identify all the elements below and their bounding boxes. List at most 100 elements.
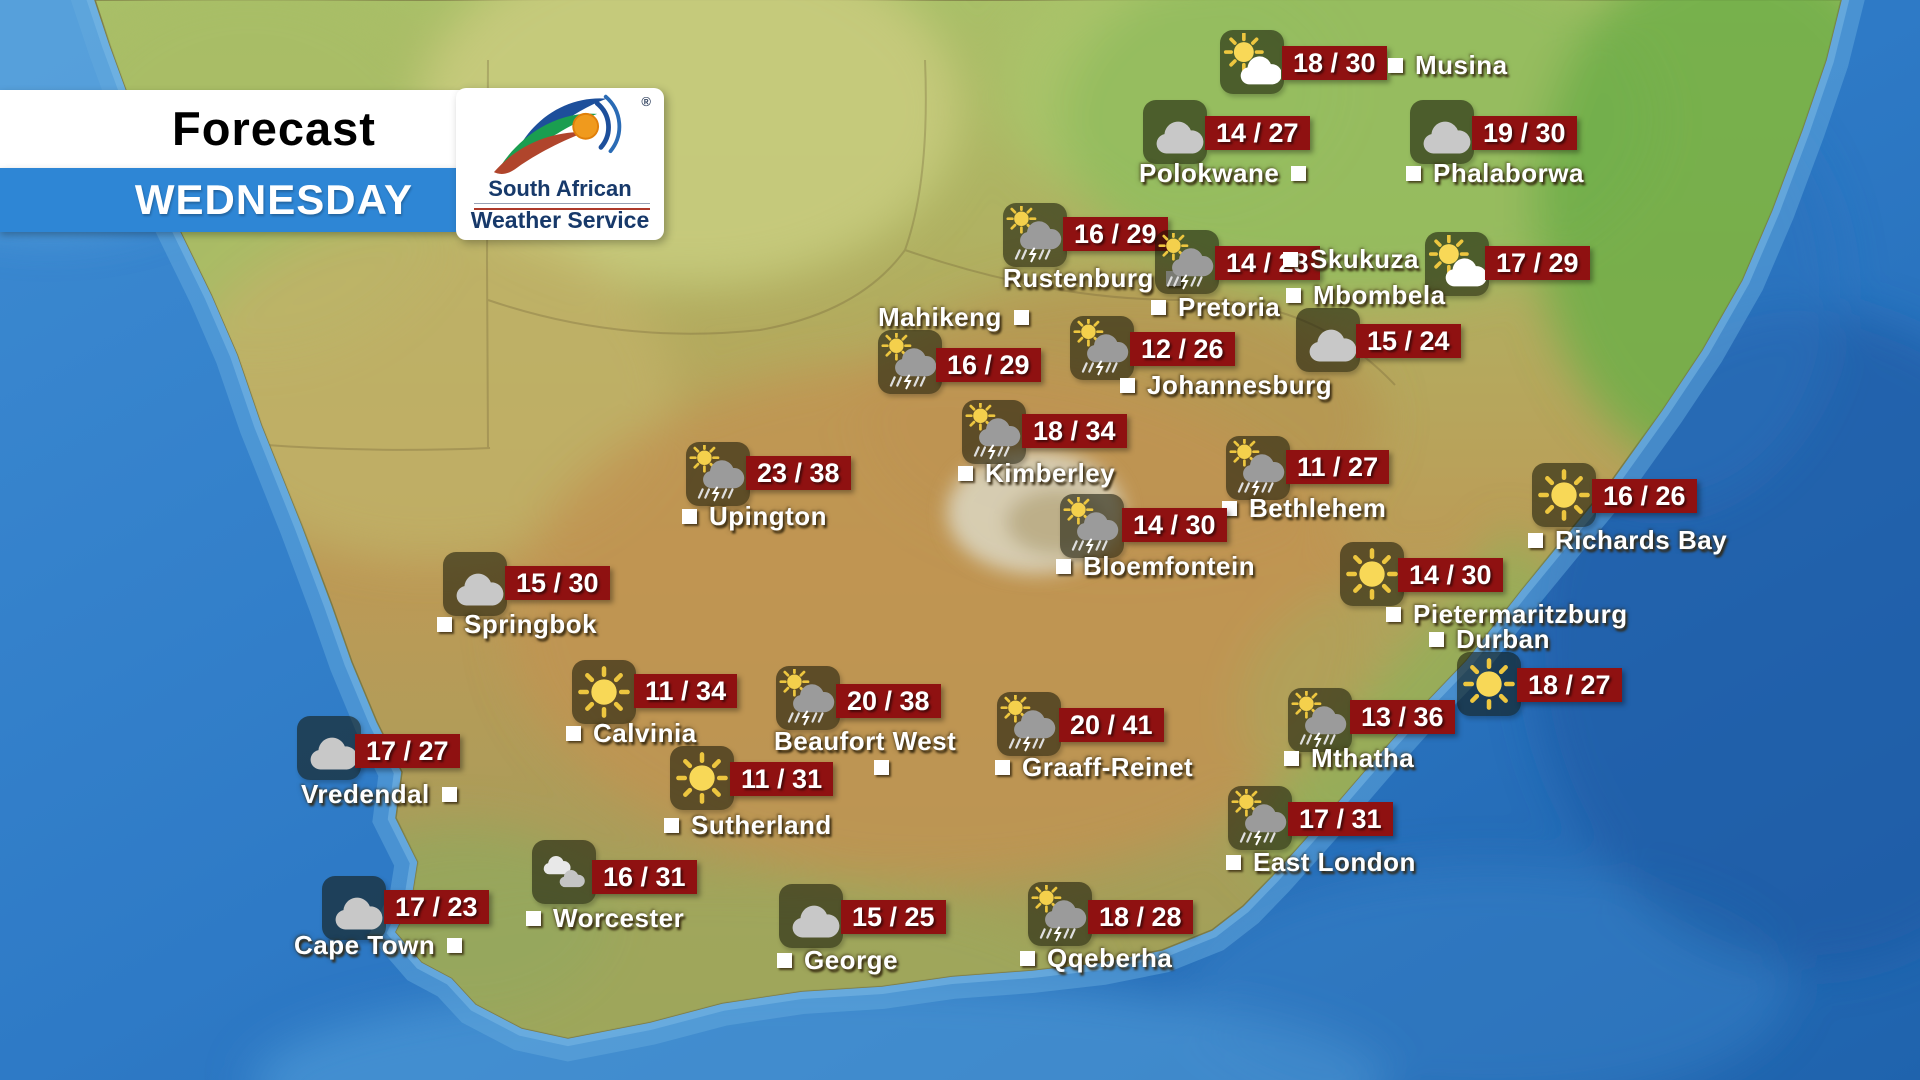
temperature-label: 11 / 27 bbox=[1286, 450, 1390, 484]
city-name: Mthatha bbox=[1311, 743, 1415, 773]
city-name: Rustenburg bbox=[1003, 263, 1154, 293]
thundershowers-icon bbox=[1288, 688, 1352, 752]
city-label: Graaff-Reinet bbox=[995, 752, 1193, 783]
temperature-label: 15 / 30 bbox=[505, 566, 610, 600]
city-label: Springbok bbox=[437, 609, 597, 640]
cloudy-icon bbox=[1296, 308, 1360, 372]
city-name: Worcester bbox=[553, 903, 685, 933]
city-name: Durban bbox=[1456, 624, 1550, 654]
temperature-label: 19 / 30 bbox=[1472, 116, 1577, 150]
city-name: Johannesburg bbox=[1147, 370, 1333, 400]
city-label: Calvinia bbox=[566, 718, 697, 749]
logo-text-line1: South African bbox=[488, 176, 632, 201]
city-marker-icon bbox=[1528, 533, 1543, 548]
sunny-icon bbox=[1532, 463, 1596, 527]
city-name: Graaff-Reinet bbox=[1022, 752, 1194, 782]
temperature-label: 18 / 28 bbox=[1088, 900, 1193, 934]
city-name: Bethlehem bbox=[1249, 493, 1387, 523]
city-label: Pietermaritzburg bbox=[1386, 599, 1628, 630]
thundershowers-icon bbox=[1155, 230, 1219, 294]
city-marker-icon bbox=[1283, 252, 1298, 267]
city-label: Mbombela bbox=[1286, 280, 1446, 311]
cloudy-icon bbox=[1410, 100, 1474, 164]
city-marker-icon bbox=[437, 617, 452, 632]
temperature-label: 14 / 28 bbox=[1215, 246, 1320, 280]
thundershowers-icon bbox=[878, 330, 942, 394]
cloudy-icon bbox=[779, 884, 843, 948]
city-name: Mbombela bbox=[1313, 280, 1446, 310]
saws-logo-panel: ® South African Weather Service bbox=[456, 88, 664, 240]
city-label: Richards Bay bbox=[1528, 525, 1727, 556]
city-marker-icon bbox=[526, 911, 541, 926]
sunny-icon bbox=[1340, 542, 1404, 606]
logo-text-line2: Weather Service bbox=[470, 207, 650, 233]
city-marker-icon bbox=[1406, 166, 1421, 181]
city-name: Calvinia bbox=[593, 718, 697, 748]
temperature-label: 16 / 29 bbox=[1063, 217, 1168, 251]
thundershowers-icon bbox=[776, 666, 840, 730]
city-marker-icon bbox=[1429, 632, 1444, 647]
city-marker-icon bbox=[1056, 559, 1071, 574]
city-label: Polokwane bbox=[1139, 158, 1307, 189]
city-label: Skukuza bbox=[1283, 244, 1419, 275]
temperature-label: 20 / 41 bbox=[1059, 708, 1164, 742]
city-name: Polokwane bbox=[1139, 158, 1280, 188]
city-label: Qqeberha bbox=[1020, 943, 1172, 974]
thundershowers-icon bbox=[1226, 436, 1290, 500]
city-name: Qqeberha bbox=[1047, 943, 1173, 973]
temperature-label: 11 / 31 bbox=[730, 762, 834, 796]
city-label: Kimberley bbox=[958, 458, 1115, 489]
city-label: Vredendal bbox=[301, 779, 457, 810]
city-marker-icon bbox=[1151, 300, 1166, 315]
page-title: Forecast bbox=[172, 102, 376, 155]
temperature-label: 16 / 26 bbox=[1592, 479, 1697, 513]
temperature-label: 15 / 25 bbox=[841, 900, 946, 934]
temperature-label: 17 / 23 bbox=[384, 890, 489, 924]
city-label: Bloemfontein bbox=[1056, 551, 1255, 582]
city-name: Beaufort West bbox=[774, 726, 957, 756]
city-marker-icon bbox=[874, 760, 889, 775]
city-name: Bloemfontein bbox=[1083, 551, 1256, 581]
temperature-label: 13 / 36 bbox=[1350, 700, 1455, 734]
temperature-label: 18 / 34 bbox=[1022, 414, 1127, 448]
sunny-icon bbox=[670, 746, 734, 810]
cloudy-icon bbox=[297, 716, 361, 780]
sunny-icon bbox=[572, 660, 636, 724]
city-label: Cape Town bbox=[294, 930, 463, 961]
scattered-clouds-icon bbox=[532, 840, 596, 904]
city-name: Pretoria bbox=[1178, 292, 1281, 322]
city-name: Kimberley bbox=[985, 458, 1116, 488]
city-name: Richards Bay bbox=[1555, 525, 1728, 555]
city-marker-icon bbox=[1386, 607, 1401, 622]
city-name: Pietermaritzburg bbox=[1413, 599, 1628, 629]
city-name: Musina bbox=[1415, 50, 1508, 80]
day-label: WEDNESDAY bbox=[134, 176, 414, 223]
thundershowers-icon bbox=[1003, 203, 1067, 267]
temperature-label: 23 / 38 bbox=[746, 456, 851, 490]
temperature-label: 12 / 26 bbox=[1130, 332, 1235, 366]
city-marker-icon bbox=[1388, 58, 1403, 73]
saws-swoosh-icon bbox=[493, 94, 622, 174]
city-marker-icon bbox=[441, 787, 457, 802]
city-label: Mthatha bbox=[1284, 743, 1414, 774]
cloudy-icon bbox=[1143, 100, 1207, 164]
thundershowers-icon bbox=[686, 442, 750, 506]
temperature-label: 15 / 24 bbox=[1356, 324, 1461, 358]
city-label: Mahikeng bbox=[878, 302, 1029, 333]
city-marker-icon bbox=[1020, 951, 1035, 966]
cloudy-icon bbox=[443, 552, 507, 616]
city-label: Musina bbox=[1388, 50, 1508, 81]
city-label: Beaufort West bbox=[774, 726, 956, 757]
temperature-label: 17 / 27 bbox=[355, 734, 460, 768]
city-label: Bethlehem bbox=[1222, 493, 1386, 524]
city-label: George bbox=[777, 945, 898, 976]
city-label: Johannesburg bbox=[1120, 370, 1332, 401]
city-marker-icon bbox=[447, 938, 463, 953]
city-marker-icon bbox=[566, 726, 581, 741]
forecast-title-bar: Forecast bbox=[0, 90, 460, 168]
city-label: Pretoria bbox=[1151, 292, 1280, 323]
thundershowers-icon bbox=[1228, 786, 1292, 850]
city-name: Springbok bbox=[464, 609, 598, 639]
temperature-label: 14 / 27 bbox=[1205, 116, 1310, 150]
